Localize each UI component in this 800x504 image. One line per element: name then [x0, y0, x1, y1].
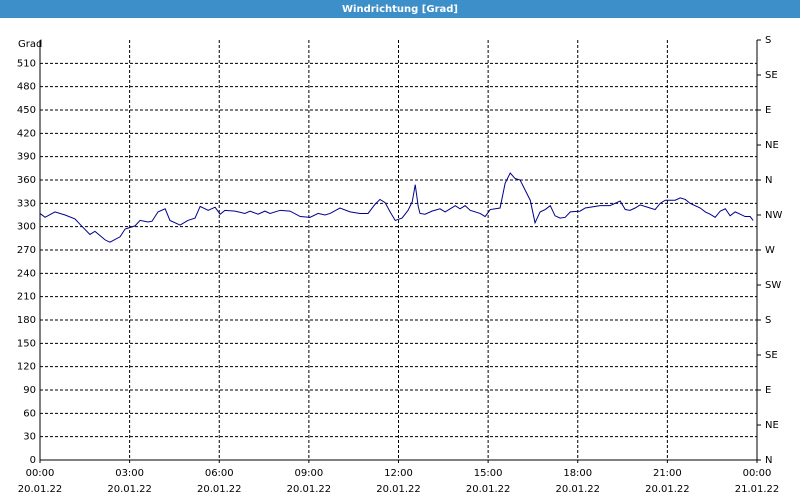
y-tick-label: 210	[17, 292, 36, 303]
y2-tick-label: SE	[765, 70, 778, 81]
y-tick-label: 60	[23, 408, 36, 419]
y2-tick-label: NW	[765, 210, 782, 221]
title-bar	[0, 0, 800, 18]
y2-tick-label: NE	[765, 420, 779, 431]
y-tick-label: 0	[30, 455, 36, 466]
y2-tick-label: N	[765, 175, 772, 186]
y-tick-label: 420	[17, 128, 36, 139]
y2-tick-label: S	[765, 35, 771, 46]
y2-tick-label: E	[765, 105, 771, 116]
x-tick-date: 20.01.22	[18, 484, 63, 495]
y2-tick-label: N	[765, 455, 772, 466]
y-tick-label: 300	[17, 222, 36, 233]
y2-tick-label: NE	[765, 140, 779, 151]
x-tick-date: 20.01.22	[287, 484, 332, 495]
x-tick-label: 21:00	[653, 468, 682, 479]
y2-tick-label: SE	[765, 350, 778, 361]
x-tick-label: 09:00	[294, 468, 323, 479]
y-tick-label: 360	[17, 175, 36, 186]
x-tick-date: 20.01.22	[645, 484, 690, 495]
x-tick-date: 20.01.22	[555, 484, 600, 495]
y-tick-label: 120	[17, 362, 36, 373]
data-line	[39, 172, 754, 243]
x-tick-date: 20.01.22	[107, 484, 152, 495]
y2-tick-label: W	[765, 245, 775, 256]
y-tick-label: 390	[17, 152, 36, 163]
x-tick-label: 00:00	[26, 468, 55, 479]
x-tick-label: 18:00	[563, 468, 592, 479]
x-tick-label: 12:00	[384, 468, 413, 479]
x-tick-date: 20.01.22	[466, 484, 511, 495]
y-tick-label: 90	[23, 385, 36, 396]
y2-tick-label: E	[765, 385, 771, 396]
y-tick-label: 240	[17, 268, 36, 279]
x-tick-date: 21.01.22	[735, 484, 780, 495]
x-tick-date: 20.01.22	[197, 484, 242, 495]
x-tick-label: 15:00	[474, 468, 503, 479]
y-tick-label: 510	[17, 58, 36, 69]
y-tick-label: 330	[17, 198, 36, 209]
y2-tick-label: SW	[765, 280, 781, 291]
y-tick-label: 450	[17, 105, 36, 116]
x-tick-label: 00:00	[743, 468, 772, 479]
chart-title: Windrichtung [Grad]	[342, 4, 458, 15]
x-tick-label: 06:00	[205, 468, 234, 479]
y-tick-label: 150	[17, 338, 36, 349]
y-tick-label: 270	[17, 245, 36, 256]
x-tick-date: 20.01.22	[376, 484, 421, 495]
y-tick-label: 480	[17, 82, 36, 93]
y2-tick-label: S	[765, 315, 771, 326]
x-tick-label: 03:00	[115, 468, 144, 479]
y-tick-label: 180	[17, 315, 36, 326]
y-axis-label: Grad	[18, 39, 42, 50]
y-tick-label: 30	[23, 432, 36, 443]
